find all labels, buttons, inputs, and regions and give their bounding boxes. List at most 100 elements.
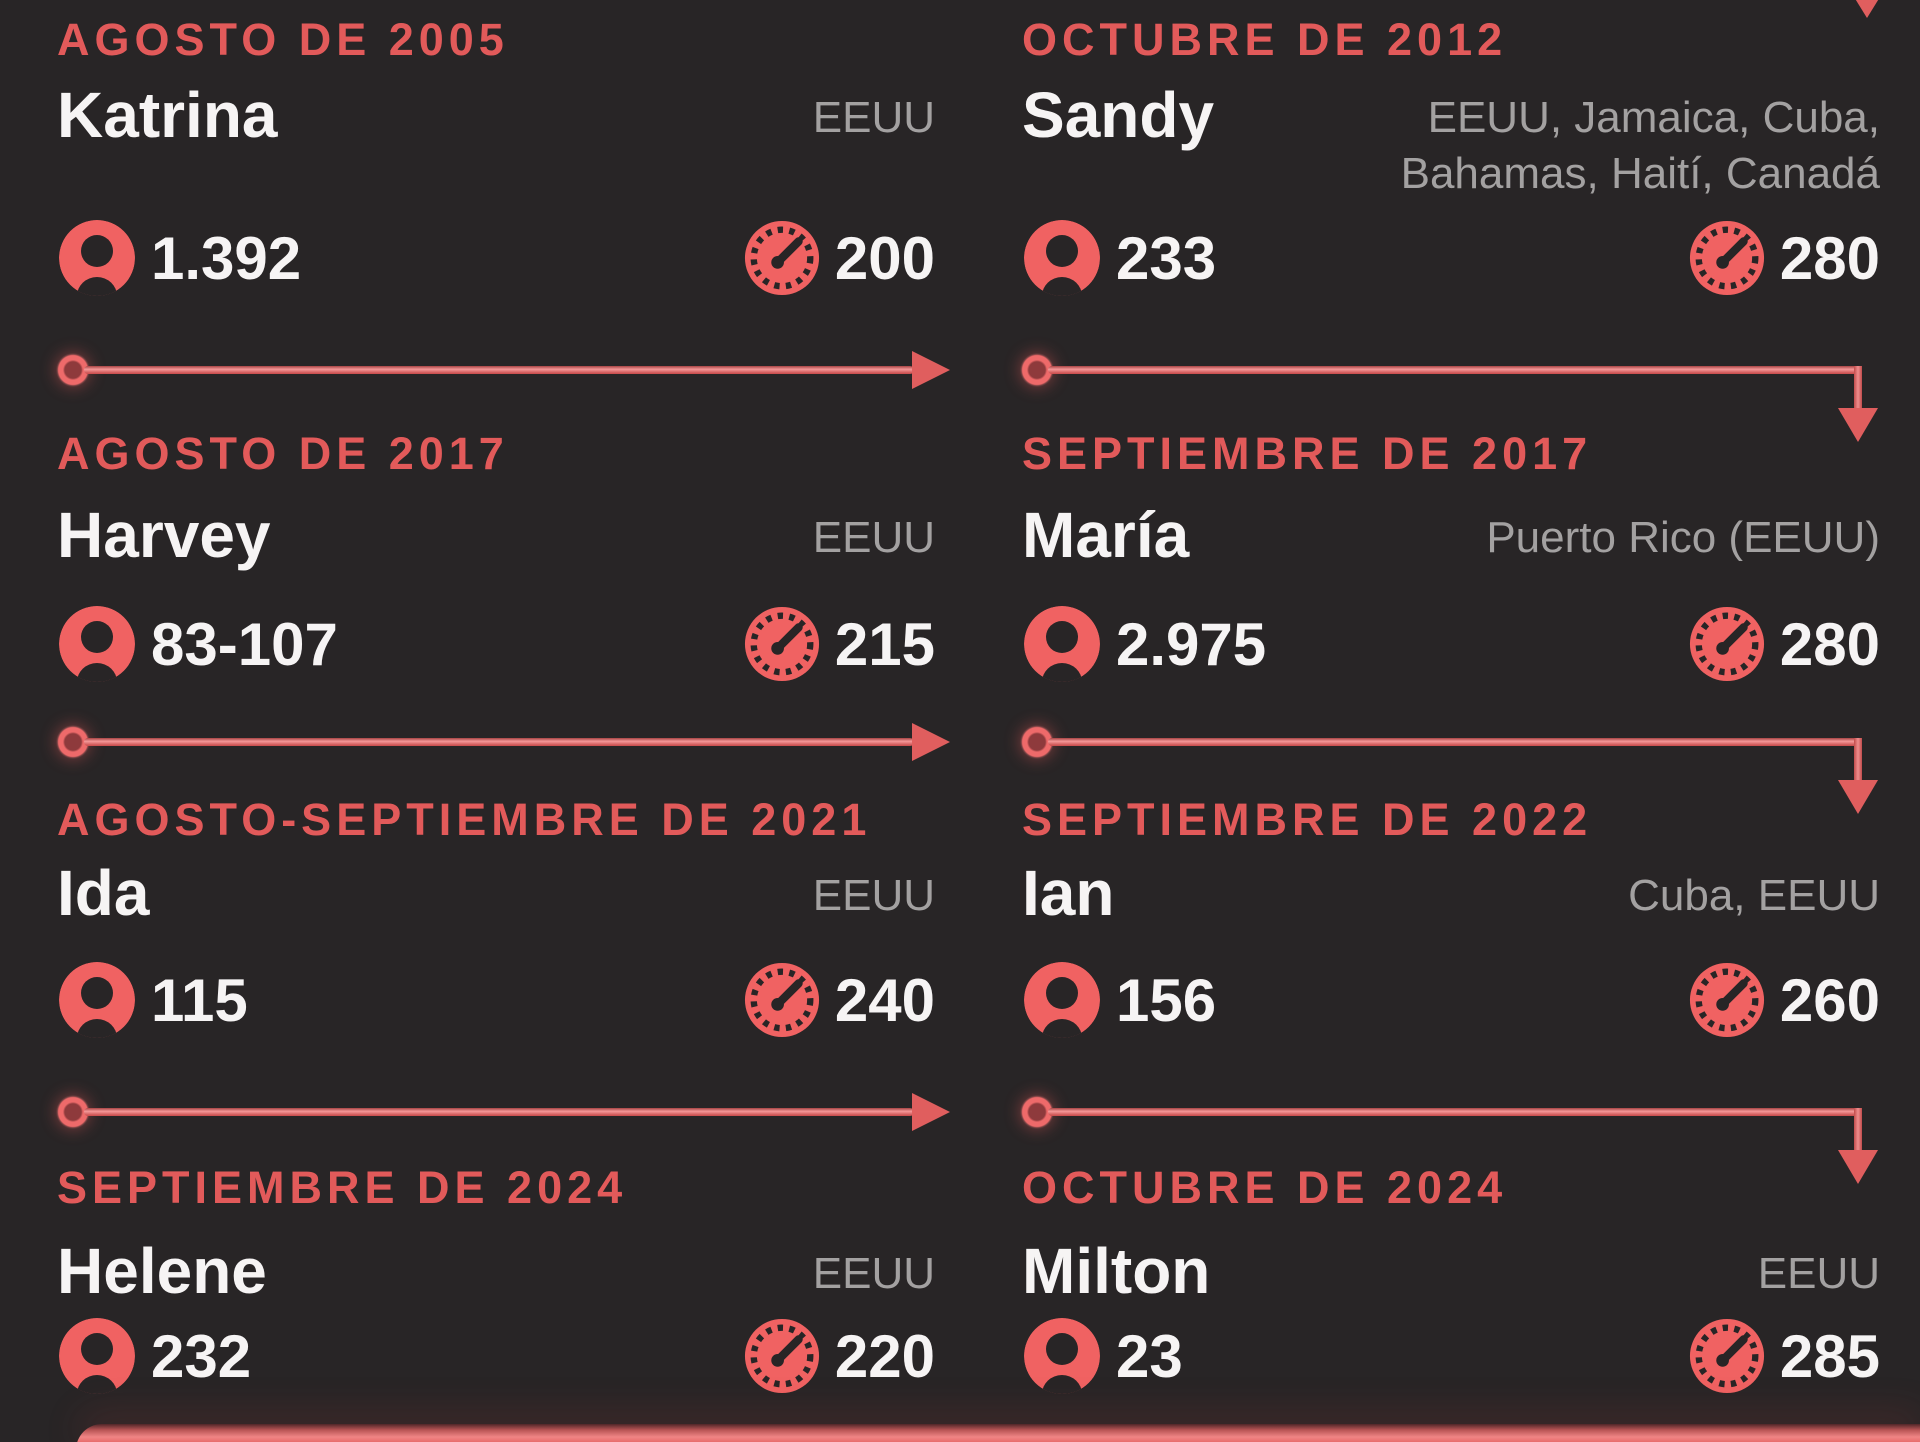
wind-stat: 280 [1688, 605, 1880, 683]
bottom-timeline-bar [76, 1424, 1920, 1442]
wind-stat: 285 [1688, 1317, 1880, 1395]
wind-value: 240 [834, 966, 935, 1034]
hurricane-name: Sandy [1022, 79, 1215, 151]
entry-card: AGOSTO DE 2005 Katrina EEUU 1.392 200 [57, 14, 935, 354]
speedometer-icon [743, 219, 821, 297]
event-date: AGOSTO DE 2005 [57, 14, 509, 65]
person-icon [1022, 1316, 1102, 1396]
wind-stat: 260 [1688, 961, 1880, 1039]
timeline-down-leg [1854, 366, 1862, 412]
affected-countries: EEUU [812, 513, 935, 562]
timeline-line [1048, 1108, 1862, 1116]
wind-value: 260 [1779, 966, 1880, 1034]
wind-stat: 215 [743, 605, 935, 683]
speedometer-icon [743, 1317, 821, 1395]
timeline-connector [1020, 722, 1880, 832]
event-date: OCTUBRE DE 2012 [1022, 14, 1508, 65]
entry-card: OCTUBRE DE 2024 Milton EEUU 23 285 [1022, 1162, 1880, 1422]
entry-card: SEPTIEMBRE DE 2017 María Puerto Rico (EE… [1022, 428, 1880, 728]
entry-card: AGOSTO DE 2017 Harvey EEUU 83-107 215 [57, 428, 935, 728]
event-date: AGOSTO DE 2017 [57, 428, 509, 479]
timeline-line [84, 738, 914, 746]
deaths-stat: 23 [1022, 1316, 1183, 1396]
affected-countries: EEUU [812, 871, 935, 920]
wind-stat: 200 [743, 219, 935, 297]
hurricane-name: Ian [1022, 857, 1115, 929]
timeline-connector [56, 350, 956, 460]
deaths-stat: 115 [57, 960, 248, 1040]
event-date: SEPTIEMBRE DE 2022 [1022, 794, 1593, 845]
event-date: OCTUBRE DE 2024 [1022, 1162, 1508, 1213]
affected-countries: EEUU [812, 1249, 935, 1298]
wind-stat: 280 [1688, 219, 1880, 297]
person-icon [1022, 218, 1102, 298]
deaths-value: 156 [1116, 966, 1217, 1034]
wind-value: 200 [834, 224, 935, 292]
person-icon [57, 218, 137, 298]
timeline-connector [1020, 1092, 1880, 1202]
entry-card: SEPTIEMBRE DE 2022 Ian Cuba, EEUU 156 26… [1022, 794, 1880, 1094]
hurricane-name: Katrina [57, 79, 278, 151]
deaths-value: 232 [151, 1322, 252, 1390]
wind-value: 280 [1779, 610, 1880, 678]
affected-countries: EEUU, Jamaica, Cuba, Bahamas, Haití, Can… [1400, 93, 1880, 199]
deaths-value: 2.975 [1116, 610, 1267, 678]
timeline-line [1048, 366, 1862, 374]
deaths-stat: 156 [1022, 960, 1216, 1040]
speedometer-icon [1688, 961, 1766, 1039]
speedometer-icon [743, 605, 821, 683]
deaths-value: 115 [151, 966, 248, 1034]
arrow-down-icon [1846, 0, 1888, 18]
arrow-right-icon [912, 351, 950, 389]
speedometer-icon [1688, 605, 1766, 683]
deaths-value: 233 [1116, 224, 1217, 292]
timeline-connector [1020, 350, 1880, 460]
wind-value: 220 [834, 1322, 935, 1390]
wind-stat: 220 [743, 1317, 935, 1395]
arrow-down-icon [1838, 780, 1878, 814]
affected-countries: EEUU [1757, 1249, 1880, 1298]
timeline-down-leg [1854, 1108, 1862, 1154]
deaths-stat: 233 [1022, 218, 1216, 298]
person-icon [57, 1316, 137, 1396]
affected-countries: Puerto Rico (EEUU) [1486, 513, 1880, 562]
entry-card: SEPTIEMBRE DE 2024 Helene EEUU 232 220 [57, 1162, 935, 1422]
entry-card: AGOSTO-SEPTIEMBRE DE 2021 Ida EEUU 115 2… [57, 794, 935, 1094]
timeline-connector [56, 722, 956, 832]
hurricane-name: Ida [57, 857, 150, 929]
deaths-stat: 83-107 [57, 604, 338, 684]
arrow-right-icon [912, 1093, 950, 1131]
affected-countries: EEUU [812, 93, 935, 142]
hurricane-name: Harvey [57, 499, 271, 571]
timeline-down-leg [1854, 738, 1862, 784]
speedometer-icon [743, 961, 821, 1039]
arrow-right-icon [912, 723, 950, 761]
person-icon [57, 960, 137, 1040]
event-date: SEPTIEMBRE DE 2017 [1022, 428, 1593, 479]
person-icon [1022, 960, 1102, 1040]
arrow-down-icon [1838, 1150, 1878, 1184]
entry-card: OCTUBRE DE 2012 Sandy EEUU, Jamaica, Cub… [1022, 14, 1880, 354]
wind-stat: 240 [743, 961, 935, 1039]
wind-value: 215 [834, 610, 935, 678]
speedometer-icon [1688, 1317, 1766, 1395]
deaths-stat: 232 [57, 1316, 251, 1396]
timeline-line [1048, 738, 1862, 746]
timeline-line [84, 366, 914, 374]
person-icon [1022, 604, 1102, 684]
event-date: AGOSTO-SEPTIEMBRE DE 2021 [57, 794, 872, 845]
timeline-connector [56, 1092, 956, 1202]
deaths-value: 23 [1116, 1322, 1183, 1390]
hurricane-name: Helene [57, 1235, 267, 1307]
affected-countries: Cuba, EEUU [1628, 871, 1880, 920]
deaths-value: 83-107 [151, 610, 338, 678]
deaths-stat: 2.975 [1022, 604, 1266, 684]
deaths-stat: 1.392 [57, 218, 301, 298]
wind-value: 285 [1779, 1322, 1880, 1390]
hurricane-name: Milton [1022, 1235, 1211, 1307]
timeline-line [84, 1108, 914, 1116]
deaths-value: 1.392 [151, 224, 302, 292]
speedometer-icon [1688, 219, 1766, 297]
wind-value: 280 [1779, 224, 1880, 292]
